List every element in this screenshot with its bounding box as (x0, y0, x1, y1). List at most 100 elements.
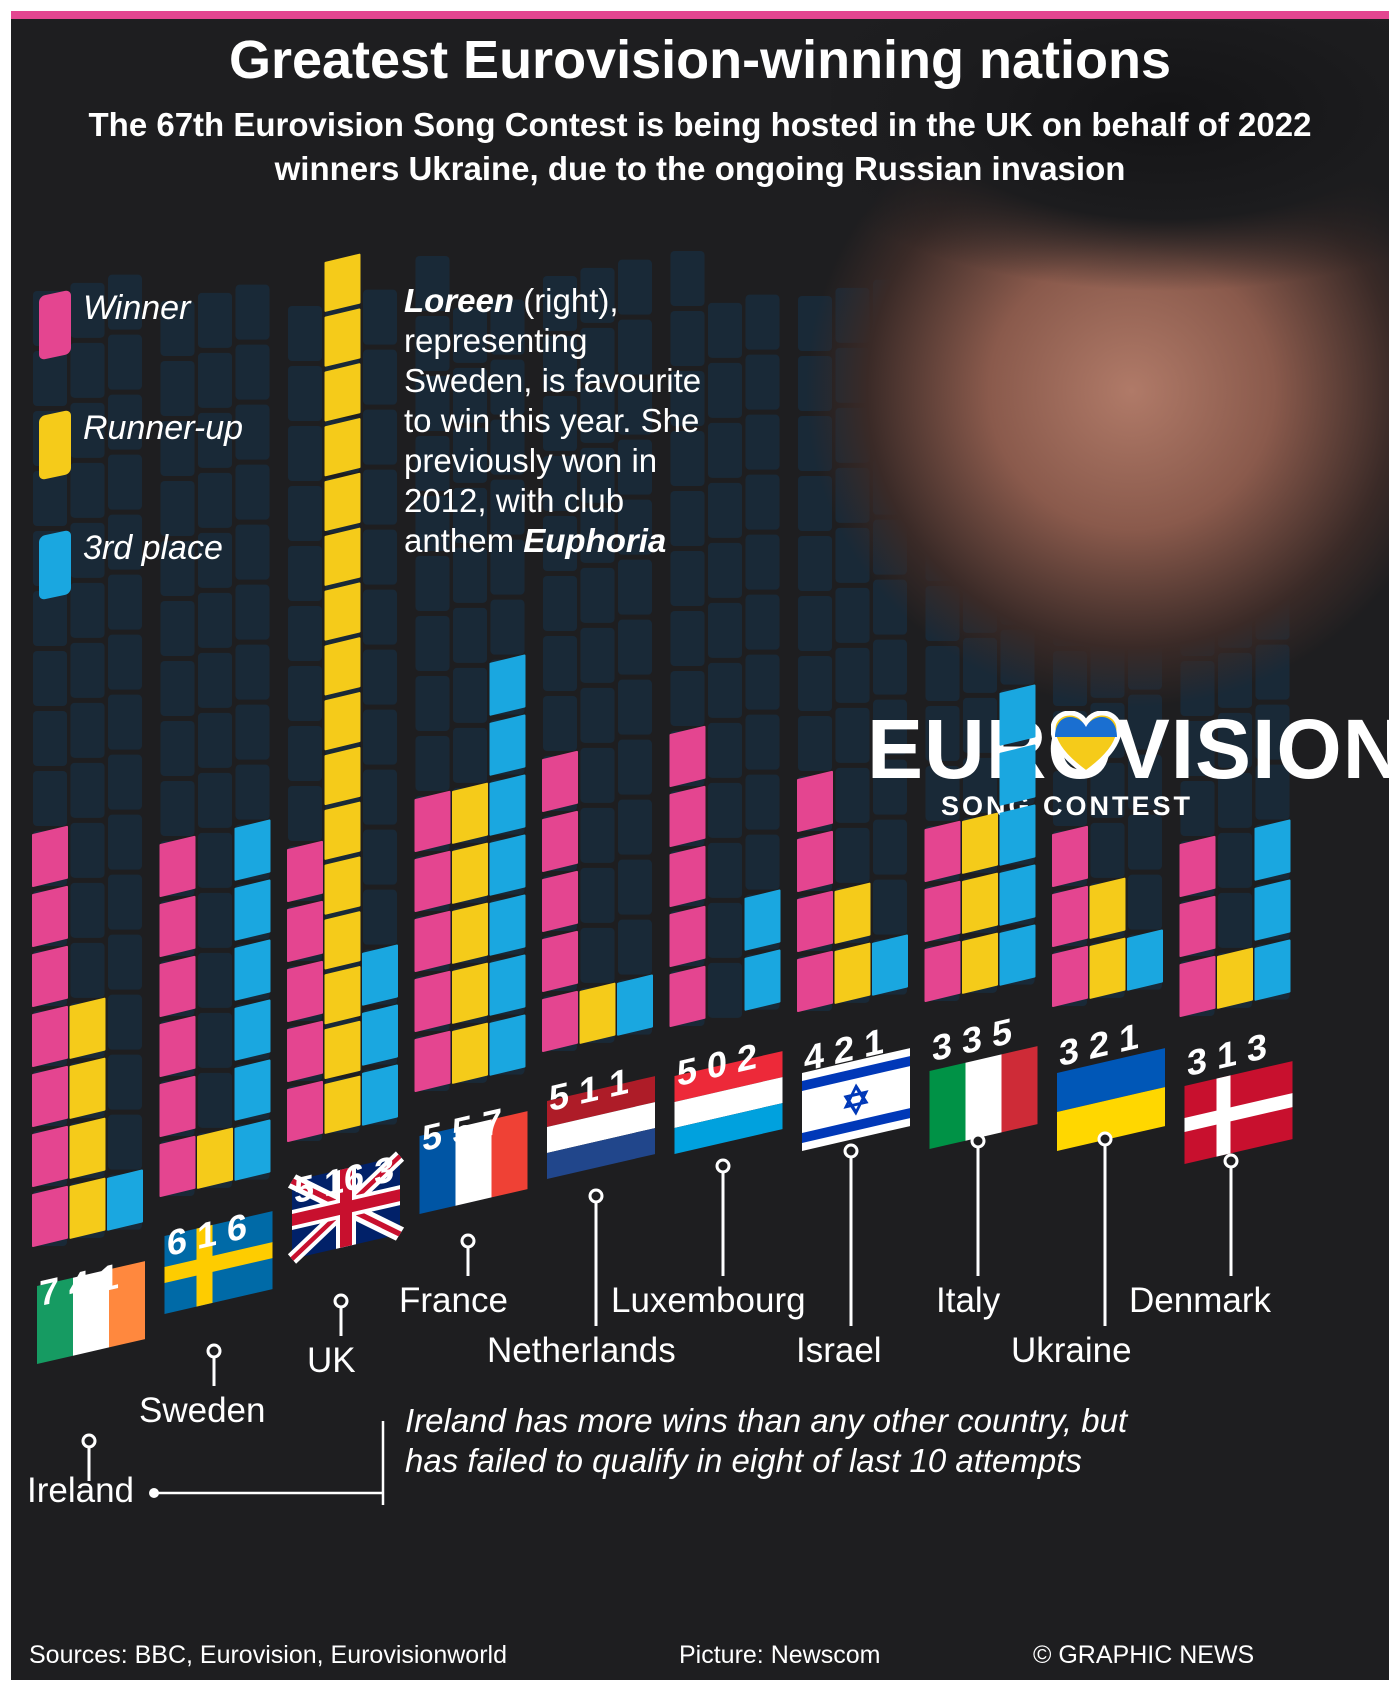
grid-cell (580, 327, 615, 383)
bar-cell-uk-winner (287, 900, 323, 962)
bar-cell-luxembourg-winner (669, 785, 706, 847)
grid-cell (1255, 764, 1290, 820)
picture-credit: Picture: Newscom (679, 1641, 881, 1669)
bar-cell-netherlands-runner-up (579, 982, 616, 1044)
bar-cell-uk-runner-up (324, 527, 361, 586)
grid-cell (453, 367, 487, 423)
bar-cell-denmark-winner (1179, 835, 1216, 897)
grid-cell (33, 771, 67, 826)
bar-cell-ukraine-winner (1052, 945, 1088, 1007)
grid-cell (453, 427, 487, 483)
bar-cell-denmark-runner-up (1217, 947, 1253, 1009)
grid-cell (70, 282, 105, 338)
bar-cell-uk-runner-up (324, 418, 361, 477)
bar-cell-france-third (489, 714, 526, 776)
bar-cell-uk-third (362, 944, 398, 1006)
grid-cell (453, 307, 487, 363)
grid-cell (33, 591, 67, 646)
grid-cell (108, 634, 142, 690)
grid-cell (160, 541, 195, 596)
bar-cell-luxembourg-winner (669, 725, 706, 787)
ukraine-heart-icon (1051, 711, 1121, 777)
grid-cell (235, 404, 270, 460)
bar-cell-france-third (489, 954, 526, 1016)
bar-cell-uk-runner-up (324, 746, 361, 806)
grid-cell (108, 514, 142, 570)
bar-cell-israel-winner (797, 770, 833, 832)
grid-cell (490, 479, 525, 535)
grid-cell (1218, 772, 1252, 828)
bar-cell-sweden-winner (159, 895, 196, 957)
grid-cell (873, 879, 907, 935)
grid-cell (708, 902, 742, 958)
note-text: (right), representing Sweden, is favouri… (404, 282, 702, 559)
bar-cell-luxembourg-winner (669, 845, 706, 907)
grid-cell (108, 334, 142, 390)
grid-cell (198, 592, 232, 648)
denmark-flag-icon (1184, 1061, 1293, 1164)
grid-cell (1090, 762, 1125, 818)
grid-cell (108, 1054, 142, 1110)
loreen-note: Loreen (right), representing Sweden, is … (404, 281, 704, 561)
bar-cell-sweden-winner (159, 1015, 196, 1077)
grid-cell (160, 721, 195, 776)
country-label-sweden: Sweden (139, 1391, 266, 1430)
grid-cell (160, 661, 195, 716)
grid-cell (453, 547, 487, 603)
bar-cell-israel-winner (797, 890, 833, 952)
bar-cell-italy-winner (924, 820, 961, 882)
bar-cell-italy-runner-up (962, 932, 998, 994)
grid-cell (873, 759, 907, 815)
bar-cell-ireland-winner (32, 885, 68, 947)
grid-cell (670, 611, 705, 666)
bar-cell-france-winner (414, 790, 451, 852)
grid-cell (70, 522, 105, 578)
grid-cell (453, 667, 487, 723)
bar-cell-ireland-winner (32, 1005, 68, 1067)
page-title: Greatest Eurovision-winning nations (228, 30, 1172, 90)
eurovision-bar-chart (32, 253, 1293, 1505)
bar-cell-ireland-winner (32, 825, 68, 887)
country-label-netherlands: Netherlands (487, 1331, 676, 1370)
grid-cell (288, 786, 322, 841)
grid-cell (108, 1114, 142, 1170)
bar-cell-uk-third (362, 1004, 398, 1066)
grid-cell (288, 606, 322, 661)
grid-cell (1180, 781, 1215, 836)
grid-cell (198, 772, 232, 828)
bar-cell-ireland-winner (32, 945, 68, 1007)
country-label-luxembourg: Luxembourg (611, 1281, 806, 1320)
bar-cell-france-winner (414, 850, 451, 912)
grid-cell (160, 421, 195, 476)
grid-cell (618, 919, 652, 975)
grid-cell (543, 696, 577, 751)
grid-cell (835, 827, 870, 883)
bar-cell-italy-third (999, 864, 1036, 926)
singer-hair-shading (831, 21, 1389, 321)
bar-cell-netherlands-winner (542, 930, 578, 992)
grid-cell (1090, 822, 1125, 878)
bar-cell-uk-winner (287, 840, 323, 902)
bar-cell-uk-runner-up (324, 582, 361, 641)
bar-cell-ireland-third (107, 1169, 143, 1231)
grid-cell (363, 889, 397, 945)
bar-cell-netherlands-winner (542, 750, 578, 812)
bar-cell-sweden-third (234, 819, 271, 881)
legend-label-third: 3rd place (83, 529, 223, 567)
grid-cell (490, 359, 525, 415)
bar-cell-france-third (489, 1014, 526, 1076)
grid-cell (415, 676, 450, 731)
bar-cell-france-runner-up (452, 962, 488, 1024)
bar-cell-france-runner-up (452, 1022, 488, 1084)
bar-cell-italy-third (999, 924, 1036, 986)
grid-cell (745, 774, 780, 830)
grid-cell (670, 491, 705, 546)
grid-cell (160, 481, 195, 536)
grid-cell (70, 942, 105, 998)
bar-cell-israel-runner-up (834, 882, 871, 944)
ukraine-flag-icon (1057, 1048, 1165, 1151)
grid-cell (160, 301, 195, 356)
leader-dot-netherlands (588, 1188, 604, 1204)
grid-cell (580, 447, 615, 503)
grid-cell (580, 387, 615, 443)
